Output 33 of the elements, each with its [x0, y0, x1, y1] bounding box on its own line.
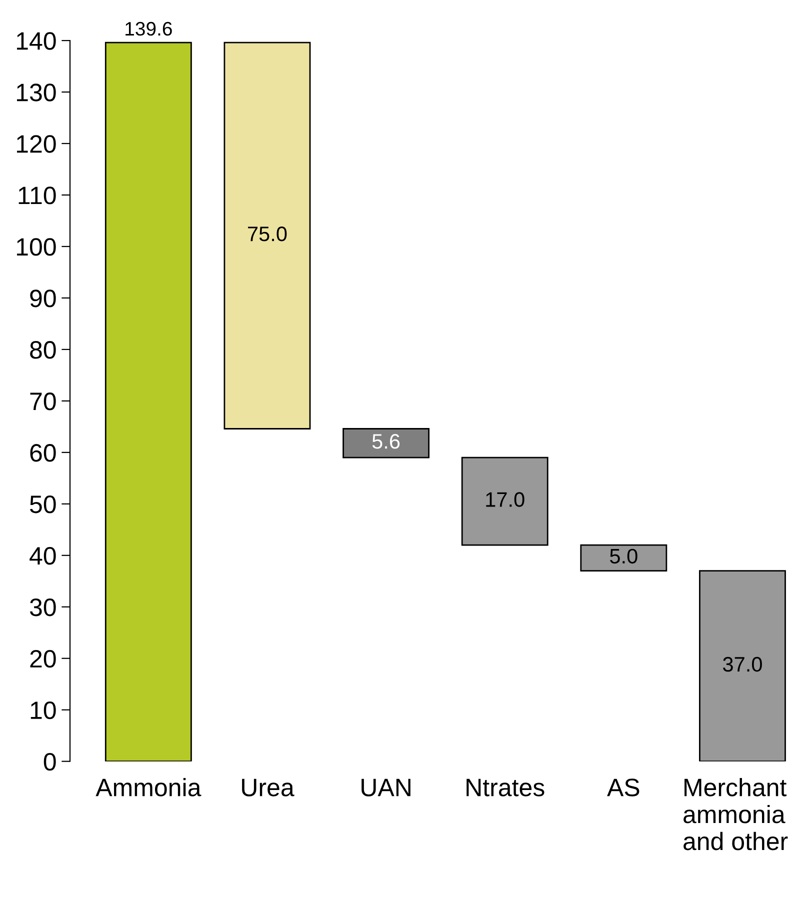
y-tick-label: 60 — [30, 444, 56, 462]
y-tick-label: 20 — [30, 650, 56, 668]
data-label: 5.6 — [372, 434, 400, 449]
y-tick-label: 30 — [30, 598, 56, 616]
data-label: 75.0 — [248, 226, 287, 242]
y-tick-label: 10 — [30, 701, 56, 720]
y-tick-label: 50 — [30, 496, 56, 514]
x-tick-label: Merchant ammonia and other — [684, 778, 788, 850]
bar — [461, 456, 548, 546]
bar — [342, 428, 430, 458]
x-tick-label: Ntrates — [466, 778, 544, 796]
y-tick-label: 70 — [30, 392, 56, 410]
x-tick-label: Ammonia — [96, 778, 202, 796]
data-label: 37.0 — [723, 656, 762, 672]
y-tick-label: 140 — [17, 32, 56, 50]
bar — [104, 42, 192, 762]
y-tick-label: 100 — [17, 238, 56, 256]
x-tick-label: AS — [607, 778, 640, 796]
y-tick-label: 90 — [30, 290, 56, 308]
y-tick-label: 80 — [30, 341, 56, 359]
bar — [580, 544, 668, 572]
bar — [699, 570, 786, 762]
x-tick-label: Urea — [242, 778, 294, 796]
data-label: 5.0 — [610, 548, 638, 564]
data-label: 17.0 — [486, 492, 524, 507]
y-tick-label: 120 — [17, 135, 56, 153]
x-tick-label: UAN — [362, 778, 410, 796]
y-tick-label: 110 — [18, 186, 56, 204]
y-tick-label: 130 — [17, 84, 56, 102]
y-tick-label: 0 — [44, 752, 56, 771]
data-label: 139.6 — [126, 22, 172, 36]
y-tick-label: 40 — [30, 547, 56, 565]
bar — [224, 42, 311, 430]
